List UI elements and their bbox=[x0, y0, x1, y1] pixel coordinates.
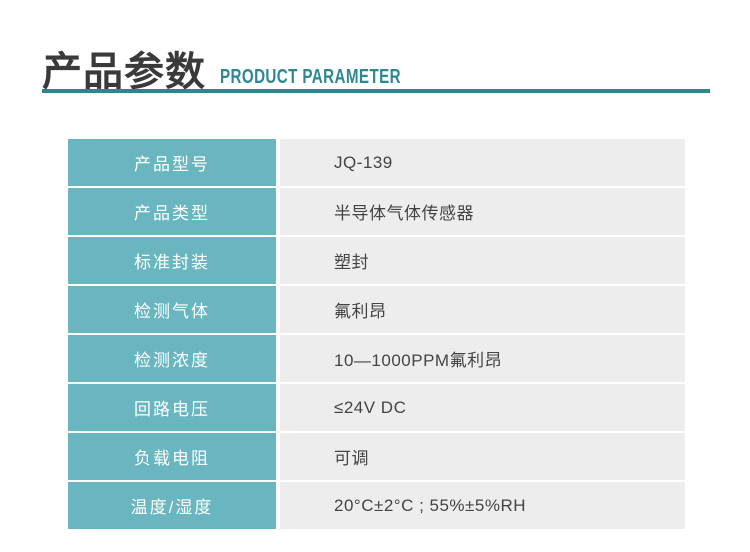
spec-value-cell: 氟利昂 bbox=[280, 286, 685, 333]
cell-divider bbox=[276, 237, 280, 284]
cell-divider bbox=[276, 433, 280, 480]
table-row: 温度/湿度 20°C±2°C ; 55%±5%RH bbox=[68, 482, 685, 529]
table-row: 负载电阻 可调 bbox=[68, 433, 685, 480]
cell-divider bbox=[276, 286, 280, 333]
table-row: 检测气体 氟利昂 bbox=[68, 286, 685, 333]
spec-label-cell: 检测浓度 bbox=[68, 335, 276, 382]
table-row: 回路电压 ≤24V DC bbox=[68, 384, 685, 431]
page-header: 产品参数 PRODUCT PARAMETER bbox=[42, 26, 710, 94]
spec-table: 产品型号 JQ-139 产品类型 半导体气体传感器 标准封装 塑封 检测气体 氟利昂 检测浓度 1… bbox=[68, 139, 685, 529]
cell-divider bbox=[276, 335, 280, 382]
spec-value-cell: 20°C±2°C ; 55%±5%RH bbox=[280, 482, 685, 529]
spec-value-cell: 10—1000PPM氟利昂 bbox=[280, 335, 685, 382]
spec-label-cell: 检测气体 bbox=[68, 286, 276, 333]
cell-divider bbox=[276, 188, 280, 235]
spec-label-cell: 回路电压 bbox=[68, 384, 276, 431]
spec-value-cell: 可调 bbox=[280, 433, 685, 480]
spec-label-cell: 负载电阻 bbox=[68, 433, 276, 480]
spec-label-cell: 标准封装 bbox=[68, 237, 276, 284]
spec-label-cell: 产品型号 bbox=[68, 139, 276, 186]
table-row: 产品型号 JQ-139 bbox=[68, 139, 685, 186]
page-subtitle-english: PRODUCT PARAMETER bbox=[220, 66, 401, 88]
spec-value-cell: 塑封 bbox=[280, 237, 685, 284]
cell-divider bbox=[276, 482, 280, 529]
spec-value-cell: ≤24V DC bbox=[280, 384, 685, 431]
table-row: 标准封装 塑封 bbox=[68, 237, 685, 284]
cell-divider bbox=[276, 139, 280, 186]
spec-value-cell: 半导体气体传感器 bbox=[280, 188, 685, 235]
table-row: 产品类型 半导体气体传感器 bbox=[68, 188, 685, 235]
cell-divider bbox=[276, 384, 280, 431]
spec-label-cell: 温度/湿度 bbox=[68, 482, 276, 529]
page-title: 产品参数 bbox=[42, 50, 206, 94]
spec-label-cell: 产品类型 bbox=[68, 188, 276, 235]
table-row: 检测浓度 10—1000PPM氟利昂 bbox=[68, 335, 685, 382]
header-divider bbox=[42, 89, 710, 93]
spec-value-cell: JQ-139 bbox=[280, 139, 685, 186]
